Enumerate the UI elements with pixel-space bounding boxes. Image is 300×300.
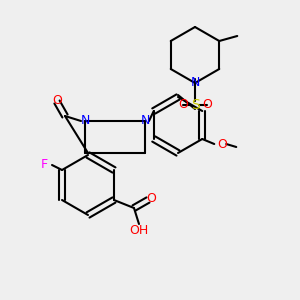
Text: O: O — [146, 191, 156, 205]
Text: N: N — [140, 115, 150, 128]
Text: OH: OH — [129, 224, 148, 236]
Text: O: O — [52, 94, 62, 106]
Text: N: N — [190, 76, 200, 89]
Text: O: O — [202, 98, 212, 112]
Text: O: O — [217, 137, 227, 151]
Text: F: F — [40, 158, 48, 172]
Text: O: O — [178, 98, 188, 112]
Text: N: N — [80, 115, 90, 128]
Text: S: S — [190, 98, 200, 112]
